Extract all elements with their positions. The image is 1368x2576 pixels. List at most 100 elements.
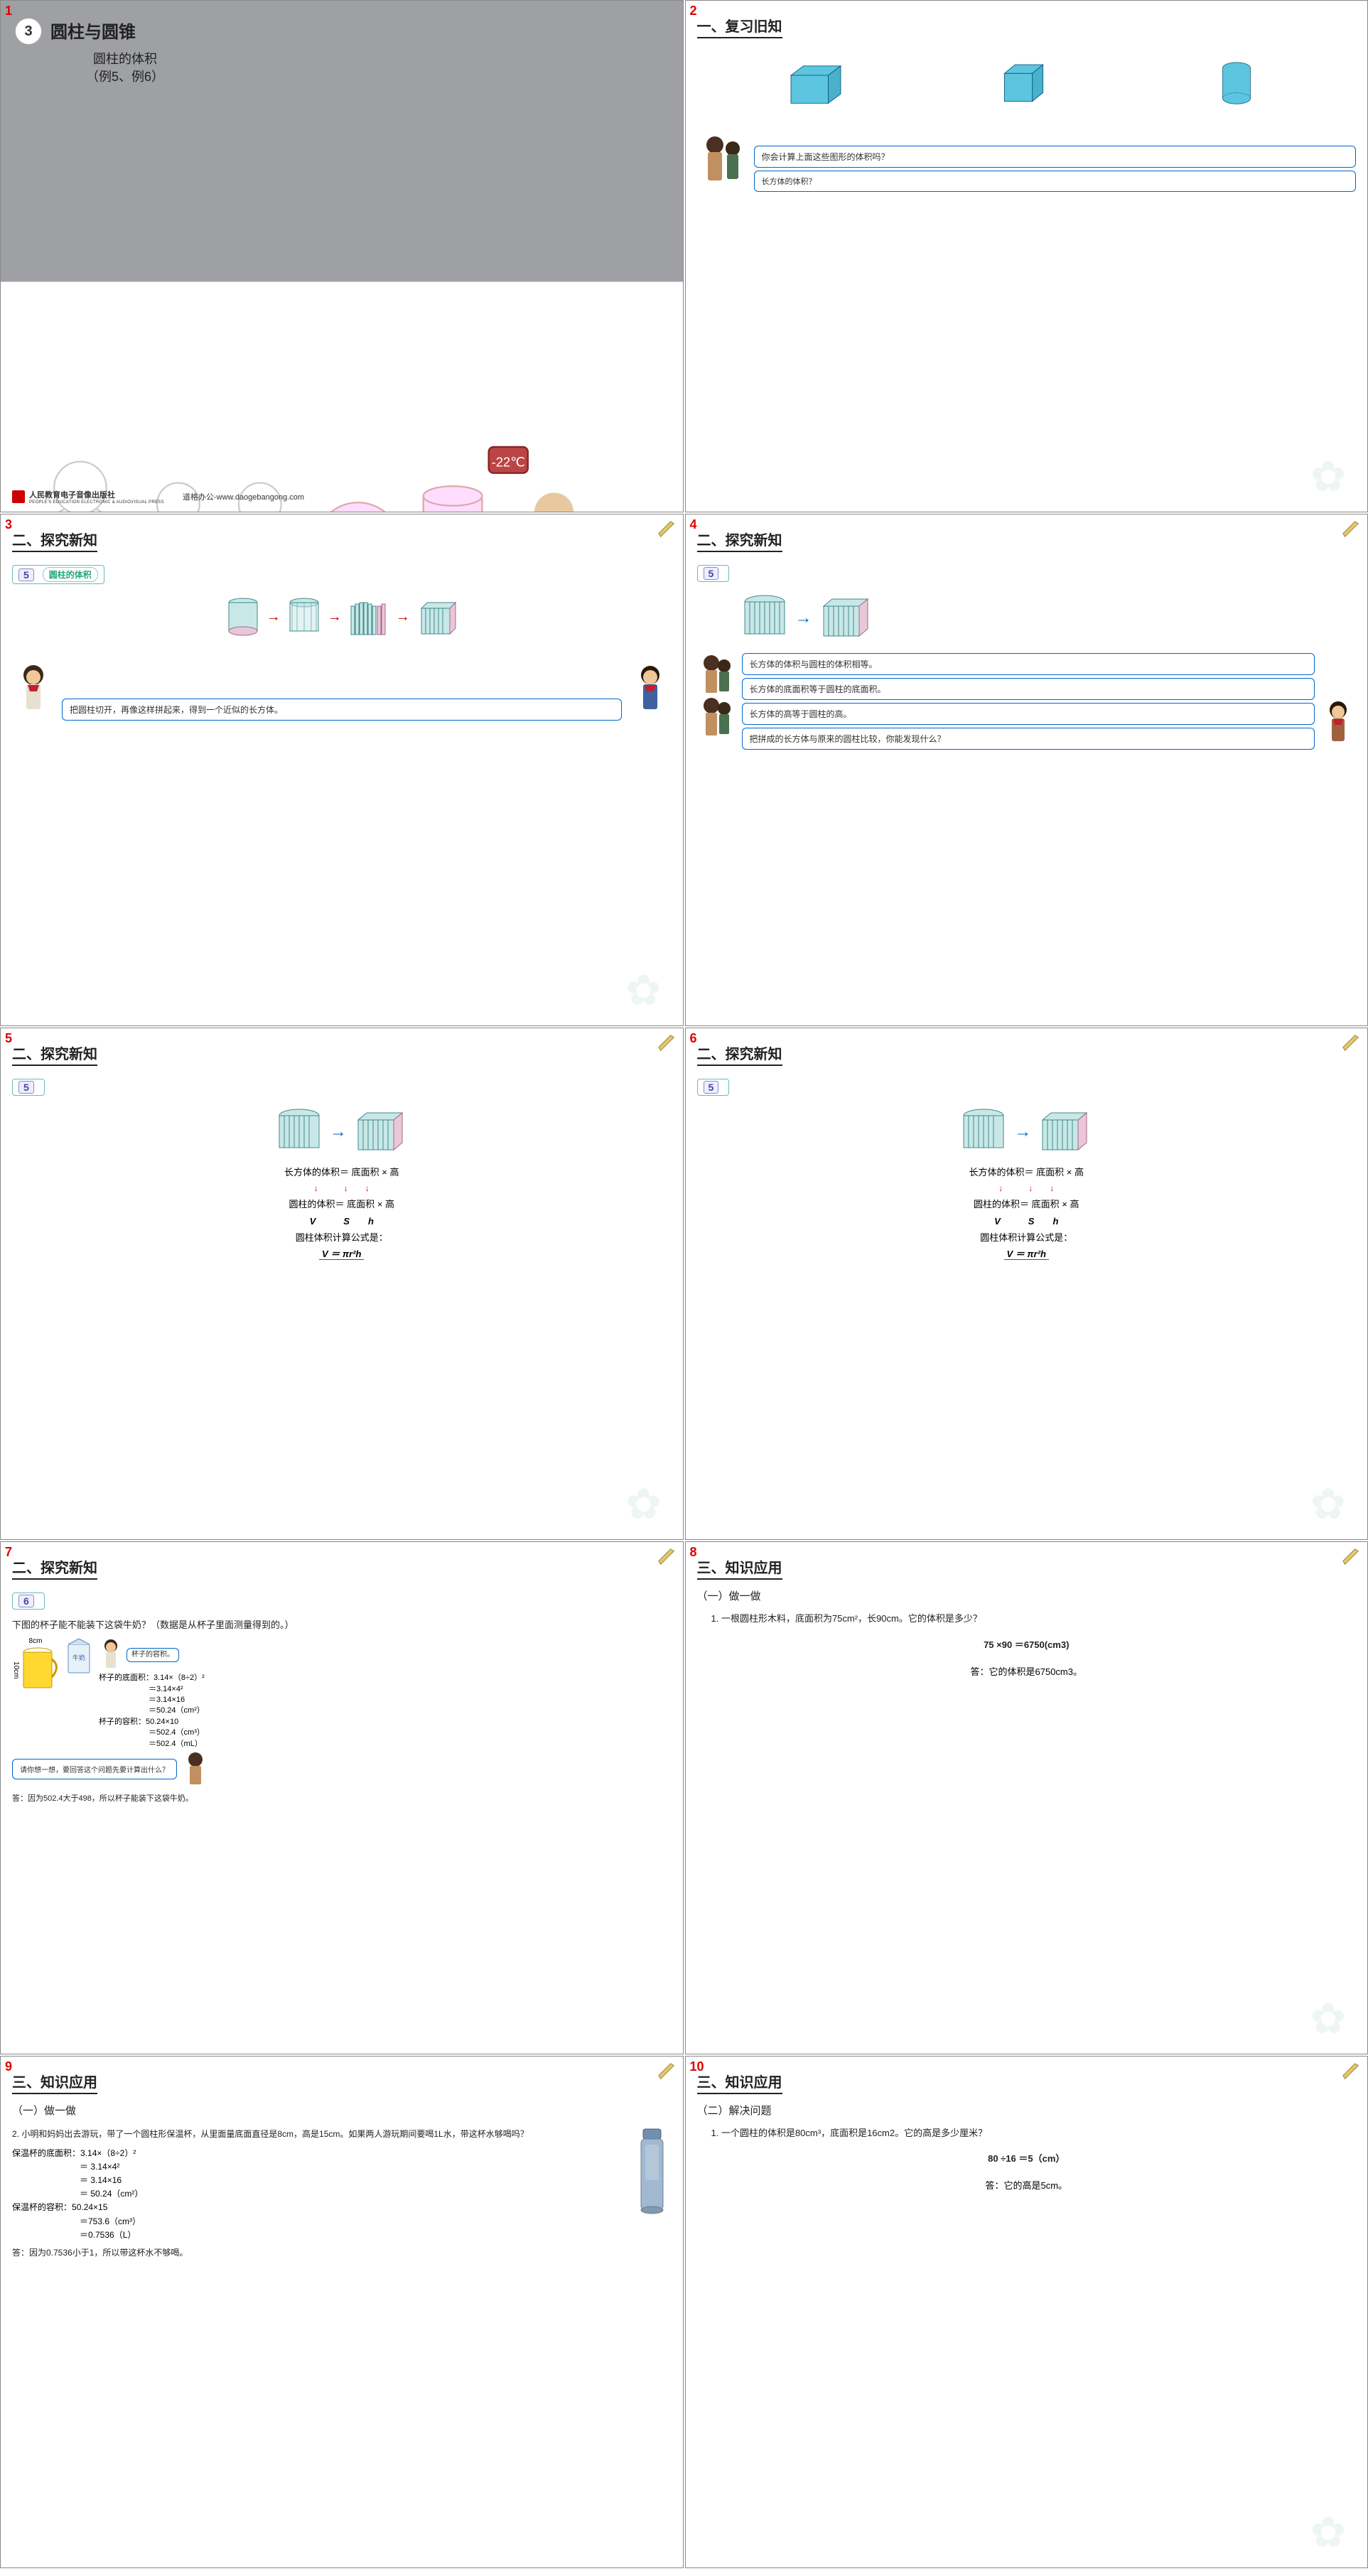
fan-pieces-icon (348, 596, 390, 638)
dialogue-area: 长方体的体积与圆柱的体积相等。 长方体的底面积等于圆柱的底面积。 长方体的高等于… (697, 650, 1357, 753)
formula-line: 圆柱的体积＝ 底面积 × 高 (718, 1196, 1335, 1212)
slide-number: 8 (690, 1545, 697, 1560)
prism-icon (1037, 1107, 1094, 1157)
content-row: 8cm 10cm 牛奶 杯子的容积。 杯子的底面积：3.14×（8÷2）² ＝3… (12, 1637, 672, 1750)
content-row: 2. 小明和妈妈出去游玩，带了一个圆柱形保温杯，从里面量底面直径是8cm，高是1… (12, 2123, 672, 2265)
slide-5: 5 二、探究新知 5 → 长方体的体积＝ 底面积 × 高 ↓ ↓ ↓ 圆柱的体积… (0, 1028, 684, 1540)
transform-diagram: → (740, 593, 1357, 643)
publisher-en: PEOPLE'S EDUCATION ELECTRONIC & AUDIOVIS… (29, 500, 164, 505)
speech-bubble: 杯子的容积。 (126, 1648, 179, 1662)
section-title: 三、知识应用 (12, 2071, 672, 2094)
speech-bubble: 你会计算上面这些图形的体积吗？ (754, 146, 1357, 168)
chapter-subtitle: 圆柱的体积 （例5、例6） (86, 50, 164, 86)
ruler-icon (657, 1034, 677, 1054)
formula-line: 长方体的体积＝ 底面积 × 高 (33, 1164, 650, 1180)
cup-icon (20, 1645, 59, 1695)
teacher-icon (181, 1750, 210, 1789)
slide-number: 4 (690, 517, 697, 532)
section-title: 二、探究新知 (12, 1042, 672, 1066)
formula-label: 圆柱体积计算公式是： (718, 1229, 1335, 1246)
speech-bubble: 把拼成的长方体与原来的圆柱比较，你能发现什么？ (742, 728, 1315, 750)
arrow-icon: → (266, 609, 281, 625)
subsection-heading: （一）做一做 (697, 1588, 1357, 1603)
ruler-icon (657, 2062, 677, 2082)
slide-number: 6 (690, 1031, 697, 1046)
teacher-students-icon (697, 131, 754, 195)
prism-icon (416, 596, 458, 638)
slide-number: 1 (5, 4, 12, 18)
calc-label: 杯子的底面积： (99, 1674, 154, 1682)
section-title: 二、探究新知 (12, 529, 672, 552)
sliced-cylinder-icon (959, 1107, 1008, 1157)
answer-text: 答：因为502.4大于498，所以杯子能装下这袋牛奶。 (12, 1793, 672, 1806)
transform-diagram: → → → (12, 596, 672, 638)
boy-icon (1320, 696, 1356, 753)
formula-final: V ＝ πr²h (718, 1246, 1335, 1262)
speech-bubble: 长方体的体积与圆柱的体积相等。 (742, 653, 1315, 675)
slide-number: 9 (5, 2059, 12, 2074)
transform-diagram: → (12, 1107, 672, 1157)
snowmen-illustration: -22℃ (15, 398, 669, 483)
ruler-icon (1342, 520, 1362, 540)
watermark-icon: ✿ (1310, 1480, 1346, 1529)
slide-4: 4 二、探究新知 5 → 长方体的体积与圆柱的体积相等。 长方体的底面积等于圆柱… (685, 514, 1368, 1026)
width-label: 8cm (12, 1637, 59, 1645)
section-title: 二、探究新知 (697, 1042, 1357, 1066)
arrow-icon: → (1014, 1122, 1031, 1142)
subtitle-line2: （例5、例6） (86, 70, 164, 84)
subsection-heading: （一）做一做 (12, 2103, 672, 2118)
publisher-name: 人民教育电子音像出版社 (29, 489, 164, 500)
arrow-down-icon: ↓ ↓ ↓ (718, 1181, 1335, 1197)
transform-diagram: → (697, 1107, 1357, 1157)
speech-bubble: 请你想一想，要回答这个问题先要计算出什么？ (12, 1759, 177, 1779)
speech-column: 长方体的体积与圆柱的体积相等。 长方体的底面积等于圆柱的底面积。 长方体的高等于… (742, 650, 1315, 753)
slide-3: 3 二、探究新知 5圆柱的体积 → → → 把圆柱切开，再像这样拼起来，得到一个… (0, 514, 684, 1026)
svg-text:-22℃: -22℃ (492, 455, 525, 470)
dialogue-row: 把圆柱切开，再像这样拼起来，得到一个近似的长方体。 (12, 659, 672, 723)
site-link: 道格办公-www.daogebangong.com (183, 491, 304, 502)
slide-2: 2 一、复习旧知 你会计算上面这些图形的体积吗？ 长方体的体积？ (685, 0, 1368, 512)
calculation: 75 ×90 ＝6750(cm3) (697, 1638, 1357, 1653)
calc-label: 保温杯的底面积： (12, 2148, 80, 2158)
thermos-icon (632, 2123, 672, 2223)
chapter-title: 圆柱与圆锥 (50, 18, 136, 43)
calc-label: 保温杯的容积： (12, 2202, 72, 2212)
ruler-icon (657, 1548, 677, 1568)
height-label: 10cm (12, 1661, 20, 1678)
slide-1: 1 3 圆柱与圆锥 圆柱的体积 （例5、例6） -22℃ 人民教育电子音像出版社… (0, 0, 684, 512)
shapes-row (711, 60, 1342, 109)
slide-7: 7 二、探究新知 6 下图的杯子能不能装下这袋牛奶？（数据是从杯子里面测量得到的… (0, 1541, 684, 2054)
arrow-icon: → (795, 608, 812, 628)
slide-6: 6 二、探究新知 5 → 长方体的体积＝ 底面积 × 高 ↓ ↓ ↓ 圆柱的体积… (685, 1028, 1368, 1540)
answer-row: 请你想一想，要回答这个问题先要计算出什么？ (12, 1750, 672, 1789)
cup-diagram: 8cm 10cm (12, 1637, 59, 1695)
section-title: 一、复习旧知 (697, 15, 1357, 38)
watermark-icon: ✿ (1310, 2508, 1346, 2558)
example-badge: 5圆柱的体积 (12, 565, 104, 584)
ruler-icon (1342, 1548, 1362, 1568)
footer: 人民教育电子音像出版社 PEOPLE'S EDUCATION ELECTRONI… (12, 489, 304, 505)
calc-column: 杯子的容积。 杯子的底面积：3.14×（8÷2）² ＝3.14×4² ＝3.14… (99, 1637, 672, 1750)
formula-vars: V S h (718, 1213, 1335, 1229)
ruler-icon (1342, 1034, 1362, 1054)
speech-column: 你会计算上面这些图形的体积吗？ 长方体的体积？ (754, 143, 1357, 195)
teacher-students-icon (697, 650, 736, 743)
slide-number: 2 (690, 4, 697, 18)
slide-10: 10 三、知识应用 （二）解决问题 1. 一个圆柱的体积是80cm³，底面积是1… (685, 2056, 1368, 2568)
svg-text:牛奶: 牛奶 (72, 1654, 85, 1661)
watermark-icon: ✿ (625, 1480, 661, 1529)
sliced-cylinder-icon (274, 1107, 324, 1157)
question-text: 下图的杯子能不能装下这袋牛奶？（数据是从杯子里面测量得到的。） (12, 1618, 672, 1633)
boy-icon (629, 659, 672, 723)
arrow-icon: → (330, 1122, 347, 1142)
slide-number: 7 (5, 1545, 12, 1560)
cuboid-shape (784, 60, 848, 109)
slide-grid: 1 3 圆柱与圆锥 圆柱的体积 （例5、例6） -22℃ 人民教育电子音像出版社… (0, 0, 1368, 2568)
cylinder-sliced-icon (286, 596, 322, 638)
question-text: 2. 小明和妈妈出去游玩，带了一个圆柱形保温杯，从里面量底面直径是8cm，高是1… (12, 2128, 625, 2141)
watermark-icon: ✿ (625, 966, 661, 1015)
formula-line: 圆柱的体积＝ 底面积 × 高 (33, 1196, 650, 1212)
milk-box-icon: 牛奶 (65, 1637, 93, 1676)
formula-line: 长方体的体积＝ 底面积 × 高 (718, 1164, 1335, 1180)
cylinder-shape (1205, 60, 1269, 109)
